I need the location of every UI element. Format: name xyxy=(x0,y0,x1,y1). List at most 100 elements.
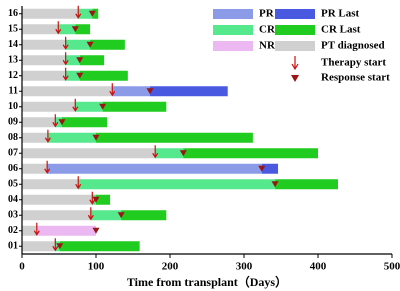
response-start-marker xyxy=(86,41,94,48)
legend-label: CR xyxy=(259,24,276,36)
y-tick-label: 12 xyxy=(8,70,18,81)
bar-segment xyxy=(75,24,91,35)
therapy-start-arrow xyxy=(62,36,69,50)
y-tick-label: 14 xyxy=(8,39,18,50)
response-start-marker xyxy=(71,26,79,33)
bar-segment xyxy=(65,55,80,66)
bar-segment xyxy=(22,117,56,128)
bar-segment xyxy=(22,163,48,174)
bar-segment xyxy=(22,39,66,50)
bar-segment xyxy=(36,225,96,236)
bar-segment xyxy=(275,179,338,190)
y-tick-label: 06 xyxy=(8,163,18,174)
bar-segment xyxy=(75,101,103,112)
x-tick-label: 0 xyxy=(19,261,25,273)
response-start-marker xyxy=(76,72,84,79)
x-tick-label: 400 xyxy=(310,261,327,273)
bar-segment xyxy=(65,70,80,81)
bar-segment xyxy=(155,148,184,159)
bar-segment xyxy=(22,241,56,252)
therapy-start-arrow xyxy=(75,176,82,190)
response-start-marker xyxy=(76,57,84,64)
bar-segment xyxy=(150,86,228,97)
response-start-marker xyxy=(258,165,266,172)
legend-swatch xyxy=(275,25,315,35)
bar-segment xyxy=(65,39,91,50)
y-tick-label: 05 xyxy=(8,179,18,190)
x-tick-label: 200 xyxy=(162,261,179,273)
bar-segment xyxy=(96,132,253,143)
legend-label: NR xyxy=(259,40,276,52)
bar-segment xyxy=(22,148,156,159)
response-start-marker xyxy=(92,196,100,203)
legend-arrow xyxy=(291,56,299,71)
y-tick-label: 07 xyxy=(8,148,18,159)
therapy-start-arrow xyxy=(52,238,59,252)
x-axis-label: Time from transplant（Days） xyxy=(127,274,287,289)
therapy-start-arrow xyxy=(87,207,94,221)
therapy-start-arrow xyxy=(72,98,79,112)
therapy-start-arrow xyxy=(75,5,82,19)
legend-swatch xyxy=(213,41,253,51)
response-start-marker xyxy=(99,103,107,110)
x-tick-label: 100 xyxy=(88,261,105,273)
bar-segment xyxy=(47,163,262,174)
y-tick-label: 04 xyxy=(8,194,18,205)
response-start-marker xyxy=(88,10,96,17)
therapy-start-arrow xyxy=(44,129,51,143)
bar-segment xyxy=(78,8,93,19)
therapy-start-arrow xyxy=(62,52,69,66)
response-start-marker xyxy=(58,119,66,126)
y-tick-label: 02 xyxy=(8,225,18,236)
legend-swatch xyxy=(275,9,315,19)
legend-label: PT diagnosed xyxy=(321,40,385,52)
bar-segment xyxy=(22,210,91,221)
legend-swatch xyxy=(213,9,253,19)
y-tick-label: 09 xyxy=(8,117,18,128)
bar-segment xyxy=(90,39,125,50)
response-start-marker xyxy=(179,150,187,157)
x-tick-label: 500 xyxy=(384,261,400,273)
bar-segment xyxy=(22,24,59,35)
y-tick-label: 16 xyxy=(8,8,18,19)
response-start-marker xyxy=(117,212,125,219)
bar-segment xyxy=(22,86,113,97)
bar-segment xyxy=(79,55,105,66)
therapy-start-arrow xyxy=(109,83,116,97)
therapy-start-arrow xyxy=(44,160,51,174)
bar-segment xyxy=(79,70,128,81)
therapy-start-arrow xyxy=(52,114,59,128)
x-tick-label: 300 xyxy=(236,261,253,273)
bar-segment xyxy=(22,194,93,205)
legend-label: PR Last xyxy=(321,8,360,20)
bar-segment xyxy=(59,241,140,252)
bar-segment xyxy=(22,8,79,19)
bar-segment xyxy=(22,132,48,143)
bar-segment xyxy=(90,210,122,221)
bar-segment xyxy=(121,210,167,221)
bar-segment xyxy=(22,55,66,66)
bar-segment xyxy=(55,117,62,128)
therapy-start-arrow xyxy=(55,21,62,35)
bar-segment xyxy=(22,101,76,112)
y-tick-label: 15 xyxy=(8,24,18,35)
y-tick-label: 03 xyxy=(8,210,18,221)
y-tick-label: 08 xyxy=(8,132,18,143)
bar-segment xyxy=(261,163,279,174)
bar-segment xyxy=(78,179,276,190)
therapy-start-arrow xyxy=(33,222,40,236)
bar-segment xyxy=(22,179,79,190)
bar-segment xyxy=(92,8,99,19)
bar-segment xyxy=(58,24,76,35)
response-start-marker xyxy=(146,88,154,95)
y-tick-label: 11 xyxy=(9,86,18,97)
legend-label: CR Last xyxy=(321,24,361,36)
y-tick-label: 01 xyxy=(8,241,18,252)
bar-segment xyxy=(96,194,111,205)
legend-label: Response start xyxy=(321,72,390,84)
therapy-start-arrow xyxy=(89,191,96,205)
response-start-marker xyxy=(271,181,279,188)
bar-segment xyxy=(22,225,37,236)
bar-segment xyxy=(47,132,96,143)
y-tick-label: 13 xyxy=(8,55,18,66)
